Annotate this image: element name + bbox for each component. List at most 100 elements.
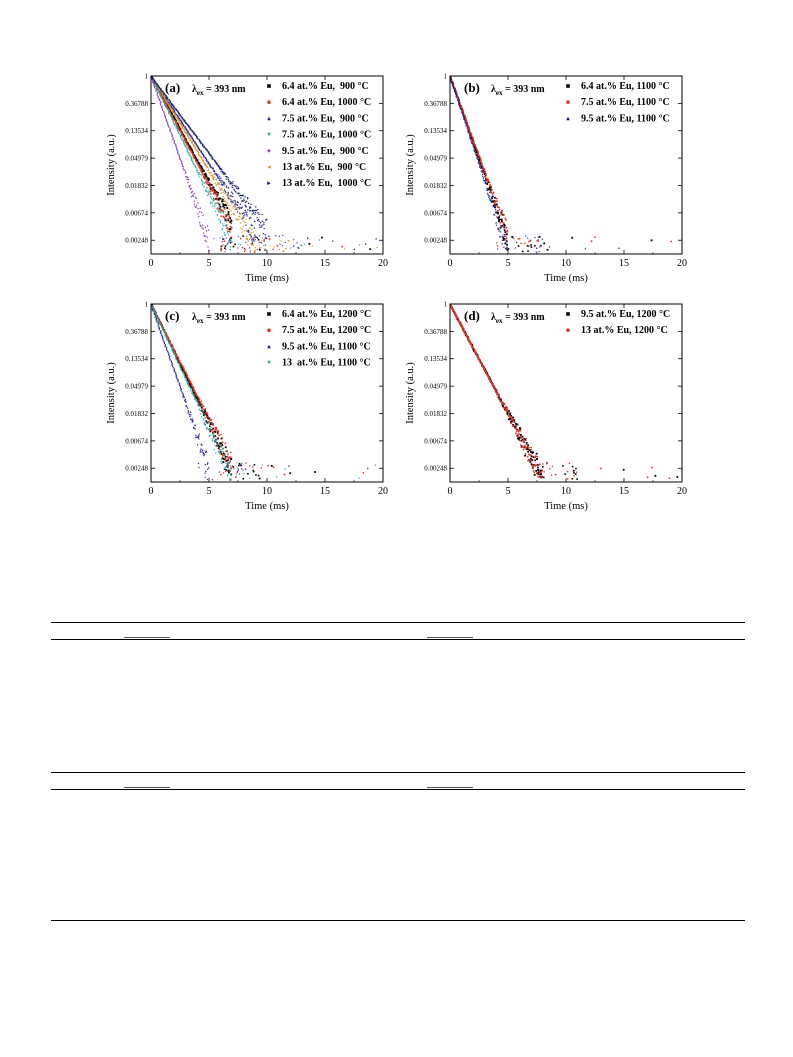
data-point <box>479 167 482 169</box>
data-point <box>155 319 158 322</box>
data-point <box>188 149 191 151</box>
legend-marker <box>267 84 271 88</box>
data-point <box>179 389 182 392</box>
data-point <box>256 248 259 251</box>
data-point <box>245 206 248 208</box>
data-point <box>213 449 216 452</box>
data-point <box>460 108 463 111</box>
data-point <box>175 359 178 361</box>
data-point <box>251 224 254 227</box>
data-point <box>221 241 223 244</box>
legend-marker <box>267 165 271 169</box>
data-point <box>156 94 159 96</box>
data-point <box>209 196 212 199</box>
data-point <box>179 133 181 136</box>
data-point <box>485 372 487 375</box>
data-point <box>217 219 220 221</box>
data-point <box>191 190 194 193</box>
data-point <box>193 133 196 135</box>
data-point <box>221 457 224 460</box>
y-tick-label: 0.01832 <box>125 182 148 190</box>
data-point <box>217 210 220 213</box>
data-point <box>189 147 191 149</box>
data-point <box>260 221 262 224</box>
y-tick-label: 1 <box>444 73 448 81</box>
data-point <box>526 447 529 450</box>
data-point <box>507 248 510 250</box>
data-point <box>220 215 223 218</box>
data-point <box>197 437 200 440</box>
data-point <box>513 421 516 424</box>
data-point <box>263 245 265 247</box>
data-point <box>262 232 265 235</box>
data-point <box>230 191 233 193</box>
data-point <box>175 127 178 130</box>
data-point <box>225 186 228 188</box>
data-point <box>525 448 528 451</box>
data-point <box>208 191 211 194</box>
data-point <box>463 331 466 334</box>
data-point <box>256 216 259 219</box>
legend-label: 6.4 at.% Eu, 1000 °C <box>282 97 371 108</box>
data-point <box>376 246 378 249</box>
data-point <box>181 163 184 166</box>
data-point <box>297 246 300 249</box>
data-point <box>157 319 160 322</box>
data-point <box>186 176 189 179</box>
data-point <box>478 163 481 166</box>
data-point <box>164 344 167 347</box>
data-point <box>518 438 520 441</box>
data-point <box>183 169 186 172</box>
data-point <box>243 199 246 202</box>
data-point <box>229 217 232 220</box>
data-point <box>465 124 467 127</box>
data-point <box>240 197 243 200</box>
data-point <box>207 418 210 421</box>
data-point <box>189 386 192 389</box>
data-point <box>525 441 528 444</box>
data-point <box>158 99 161 101</box>
data-point <box>203 146 206 149</box>
data-point <box>523 440 526 443</box>
data-point <box>169 130 172 133</box>
data-point <box>551 465 554 468</box>
data-point <box>185 380 188 383</box>
data-point <box>485 173 487 176</box>
data-point <box>224 453 226 456</box>
data-point <box>151 308 154 310</box>
data-point <box>163 110 165 113</box>
data-point <box>516 423 519 426</box>
legend-marker <box>566 116 570 121</box>
data-point <box>503 233 506 236</box>
data-point <box>281 234 284 237</box>
legend-marker <box>566 328 570 333</box>
data-point <box>247 230 250 233</box>
data-point <box>190 128 193 131</box>
data-point <box>238 215 241 218</box>
data-point <box>198 148 201 151</box>
data-point <box>218 203 221 206</box>
data-point <box>232 466 235 468</box>
data-point <box>183 144 186 147</box>
data-point <box>500 397 502 400</box>
data-point <box>246 214 248 217</box>
data-point <box>226 466 229 468</box>
data-point <box>237 247 239 249</box>
data-point <box>215 198 218 200</box>
data-point <box>462 113 465 116</box>
data-point <box>212 158 215 161</box>
data-point <box>554 473 557 476</box>
data-point <box>224 251 226 253</box>
data-point <box>493 213 496 216</box>
data-point <box>241 246 244 249</box>
data-point <box>490 201 493 203</box>
data-point <box>488 194 491 197</box>
x-axis-label: Time (ms) <box>245 501 289 512</box>
y-axis-label: Intensity (a.u.) <box>405 134 416 196</box>
data-point <box>524 454 527 457</box>
data-point <box>499 226 502 229</box>
data-point <box>205 240 208 243</box>
data-point <box>253 233 256 236</box>
data-point <box>255 211 257 214</box>
data-point <box>157 96 160 99</box>
